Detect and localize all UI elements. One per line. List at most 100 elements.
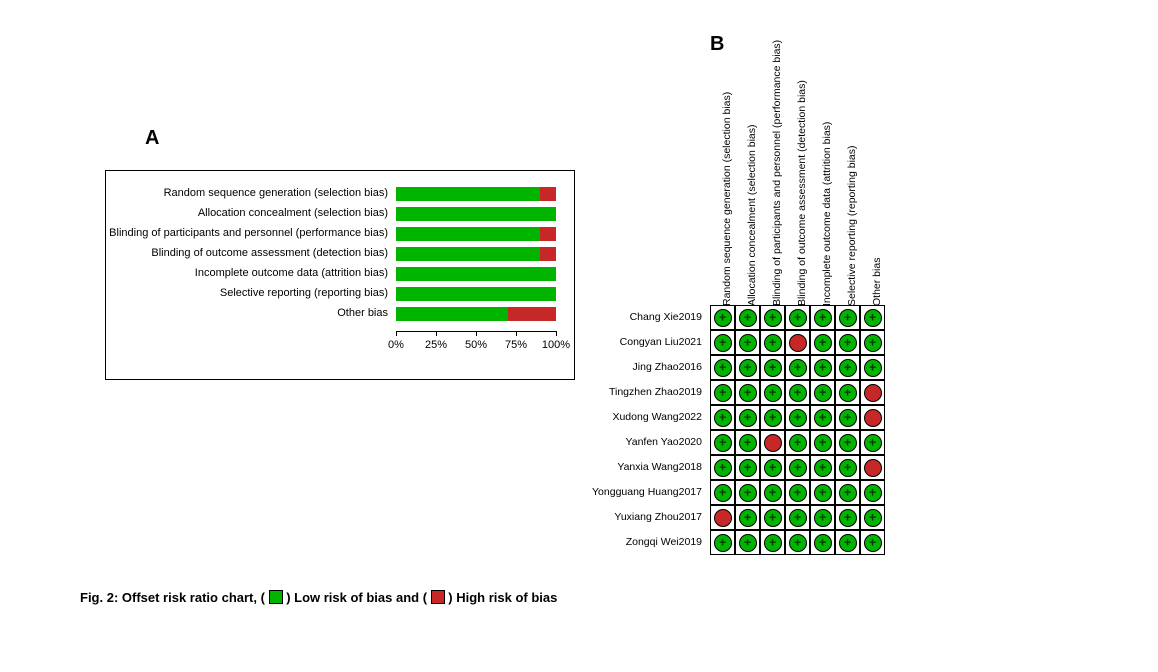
panel-b-cell: + bbox=[810, 430, 835, 455]
panel-b-col-header: Random sequence generation (selection bi… bbox=[721, 92, 733, 306]
low-risk-dot: + bbox=[764, 509, 782, 527]
panel-b-cell: + bbox=[860, 430, 885, 455]
panel-a-bar-low bbox=[396, 307, 508, 321]
low-risk-dot: + bbox=[789, 359, 807, 377]
panel-b-cell: + bbox=[710, 330, 735, 355]
panel-b-row-header: Yanfen Yao2020 bbox=[502, 436, 702, 448]
panel-b-cell: + bbox=[735, 305, 760, 330]
panel-a-bar-high bbox=[540, 247, 556, 261]
low-risk-dot: + bbox=[714, 309, 732, 327]
panel-b-cell: + bbox=[735, 355, 760, 380]
panel-a-bar-low bbox=[396, 227, 540, 241]
low-risk-dot: + bbox=[864, 484, 882, 502]
low-risk-dot: + bbox=[739, 384, 757, 402]
panel-b-cell: + bbox=[785, 530, 810, 555]
low-risk-dot: + bbox=[714, 459, 732, 477]
panel-b-cell: + bbox=[760, 355, 785, 380]
low-risk-dot: + bbox=[814, 359, 832, 377]
panel-a-bar-high bbox=[540, 227, 556, 241]
panel-a-bar bbox=[396, 227, 556, 241]
panel-b-cell: + bbox=[710, 355, 735, 380]
panel-b-cell bbox=[860, 380, 885, 405]
panel-b-cell: + bbox=[835, 405, 860, 430]
low-risk-dot: + bbox=[764, 484, 782, 502]
low-risk-dot: + bbox=[764, 459, 782, 477]
low-risk-dot: + bbox=[864, 359, 882, 377]
panel-b-col-header: Allocation concealment (selection bias) bbox=[746, 124, 758, 306]
panel-b-cell: + bbox=[710, 305, 735, 330]
caption-high-text: ) High risk of bias bbox=[448, 590, 557, 605]
low-risk-dot: + bbox=[739, 534, 757, 552]
panel-b-row-header: Congyan Liu2021 bbox=[502, 336, 702, 348]
low-risk-dot: + bbox=[764, 309, 782, 327]
panel-b-cell: + bbox=[785, 480, 810, 505]
panel-b-cell: + bbox=[810, 355, 835, 380]
panel-b-cell: + bbox=[810, 530, 835, 555]
panel-b-cell: + bbox=[810, 380, 835, 405]
panel-b-cell: + bbox=[785, 305, 810, 330]
panel-b-cell: + bbox=[735, 455, 760, 480]
low-risk-dot: + bbox=[764, 359, 782, 377]
panel-a-bar-low bbox=[396, 267, 556, 281]
panel-b-row-header: Chang Xie2019 bbox=[502, 311, 702, 323]
panel-b-cell: + bbox=[785, 505, 810, 530]
low-risk-dot: + bbox=[739, 459, 757, 477]
panel-a-category-label: Other bias bbox=[108, 307, 388, 319]
low-risk-dot: + bbox=[864, 309, 882, 327]
panel-b-cell: + bbox=[860, 330, 885, 355]
panel-b-cell: + bbox=[810, 505, 835, 530]
panel-b-cell: + bbox=[735, 530, 760, 555]
low-risk-dot: + bbox=[764, 334, 782, 352]
low-risk-dot: + bbox=[739, 359, 757, 377]
high-risk-dot bbox=[764, 434, 782, 452]
low-risk-dot: + bbox=[814, 434, 832, 452]
panel-a-bar bbox=[396, 247, 556, 261]
panel-b-cell: + bbox=[760, 480, 785, 505]
low-risk-dot: + bbox=[714, 484, 732, 502]
panel-b-col-header: Selective reporting (reporting bias) bbox=[846, 146, 858, 307]
panel-a-bar-low bbox=[396, 207, 556, 221]
panel-b-cell: + bbox=[785, 380, 810, 405]
panel-b-row-header: Zongqi Wei2019 bbox=[502, 536, 702, 548]
low-risk-dot: + bbox=[789, 409, 807, 427]
panel-a-bar bbox=[396, 207, 556, 221]
panel-b-cell: + bbox=[760, 380, 785, 405]
panel-b-cell bbox=[760, 430, 785, 455]
low-risk-dot: + bbox=[864, 534, 882, 552]
panel-a-tick-label: 50% bbox=[465, 339, 487, 351]
low-risk-dot: + bbox=[789, 309, 807, 327]
panel-b-cell: + bbox=[785, 405, 810, 430]
panel-a-category-label: Random sequence generation (selection bi… bbox=[108, 187, 388, 199]
panel-a-tick bbox=[476, 331, 477, 336]
panel-b-cell: + bbox=[785, 355, 810, 380]
low-risk-dot: + bbox=[864, 334, 882, 352]
panel-b-cell: + bbox=[835, 505, 860, 530]
panel-a-box: Random sequence generation (selection bi… bbox=[105, 170, 575, 380]
panel-b-cell: + bbox=[835, 480, 860, 505]
panel-a-tick-label: 25% bbox=[425, 339, 447, 351]
low-risk-dot: + bbox=[814, 309, 832, 327]
low-risk-dot: + bbox=[789, 484, 807, 502]
low-risk-dot: + bbox=[714, 334, 732, 352]
panel-b-cell: + bbox=[860, 530, 885, 555]
panel-b-row-header: Jing Zhao2016 bbox=[502, 361, 702, 373]
panel-a-category-label: Blinding of participants and personnel (… bbox=[108, 227, 388, 239]
panel-b-cell: + bbox=[760, 330, 785, 355]
low-risk-dot: + bbox=[739, 484, 757, 502]
panel-a-bar-low bbox=[396, 187, 540, 201]
legend-low-icon bbox=[269, 590, 283, 604]
low-risk-dot: + bbox=[814, 459, 832, 477]
panel-b-cell bbox=[860, 455, 885, 480]
panel-b-col-header: Other bias bbox=[871, 258, 883, 306]
low-risk-dot: + bbox=[714, 384, 732, 402]
panel-b-row-header: Yanxia Wang2018 bbox=[502, 461, 702, 473]
panel-b-row-header: Tingzhen Zhao2019 bbox=[502, 386, 702, 398]
panel-b-row-header: Yongguang Huang2017 bbox=[502, 486, 702, 498]
panel-b-cell: + bbox=[785, 430, 810, 455]
low-risk-dot: + bbox=[814, 334, 832, 352]
panel-b-cell: + bbox=[735, 405, 760, 430]
low-risk-dot: + bbox=[764, 409, 782, 427]
panel-a-tick-label: 0% bbox=[388, 339, 404, 351]
panel-letter-b: B bbox=[710, 33, 724, 56]
panel-b-col-header: Incomplete outcome data (attrition bias) bbox=[821, 122, 833, 306]
